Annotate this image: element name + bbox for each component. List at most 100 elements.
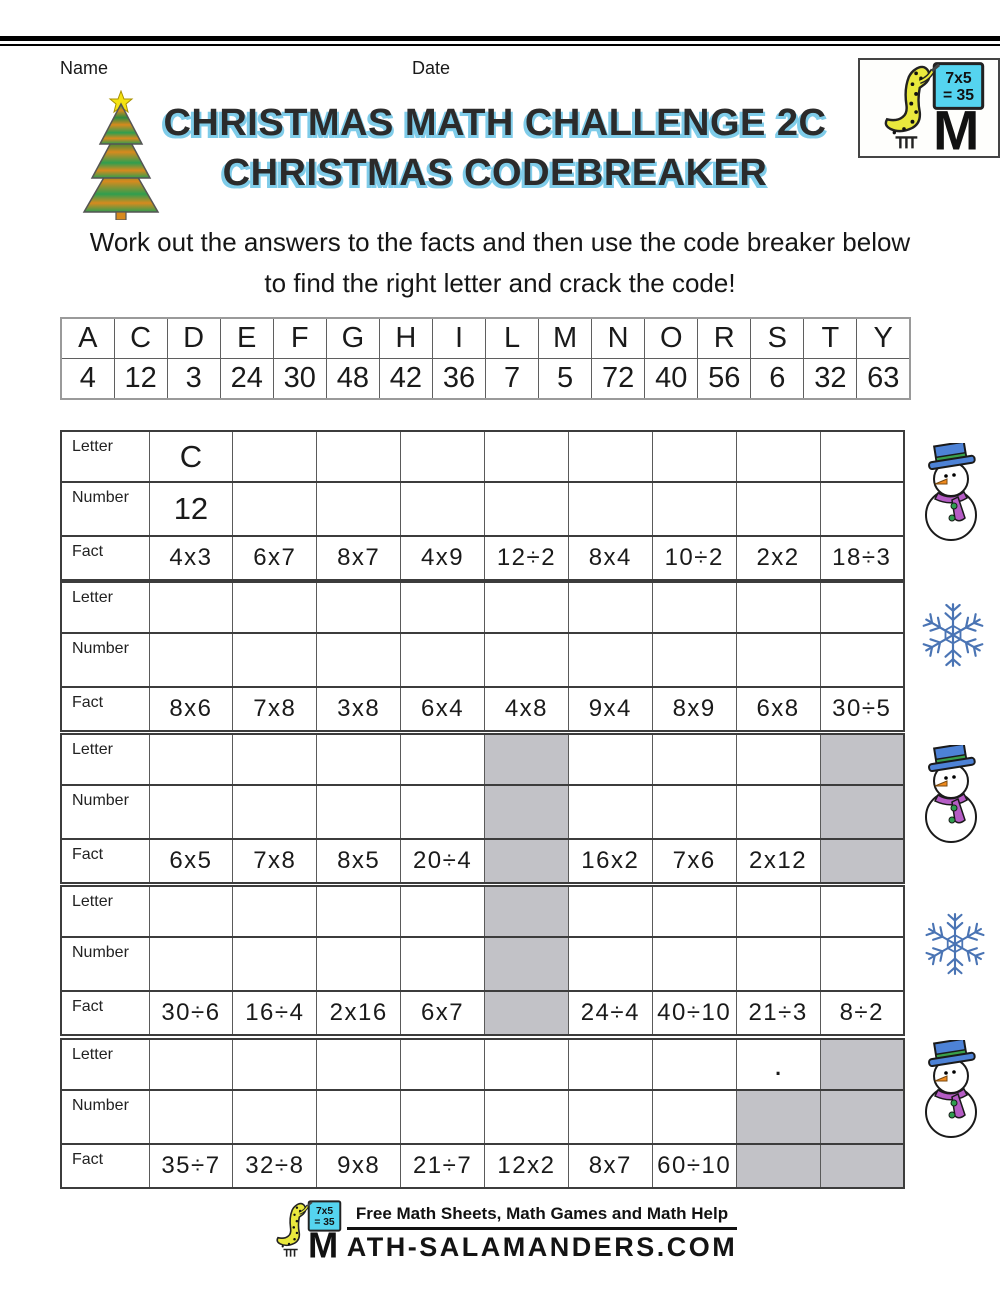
code-letter-cell: Y <box>856 317 911 359</box>
number-cell <box>567 1089 653 1145</box>
snowflake-icon <box>921 603 985 667</box>
letter-cell <box>651 1038 737 1091</box>
letter-cell <box>484 733 569 786</box>
code-number-cell: 12 <box>113 358 168 400</box>
fact-cell: 7x6 <box>651 838 737 884</box>
fact-cell: 35÷7 <box>148 1143 234 1189</box>
fact-cell: 8x9 <box>651 686 737 732</box>
number-cell <box>148 632 234 688</box>
code-number-cell: 6 <box>750 358 805 400</box>
row-label-number: Number <box>60 481 150 537</box>
code-letter-cell: N <box>591 317 646 359</box>
code-number-cell: 32 <box>803 358 858 400</box>
number-cell <box>148 936 234 992</box>
code-number-cell: 7 <box>484 358 540 400</box>
fact-cell: 8x7 <box>567 1143 653 1189</box>
letter-cell <box>651 430 737 483</box>
code-letter-cell: L <box>484 317 540 359</box>
number-cell <box>484 1089 569 1145</box>
fact-cell: 3x8 <box>316 686 402 732</box>
fact-cell <box>484 990 569 1036</box>
fact-cell: 16x2 <box>567 838 653 884</box>
svg-text:M: M <box>933 100 979 152</box>
number-cell <box>232 1089 318 1145</box>
number-cell <box>567 632 653 688</box>
letter-cell <box>232 885 318 938</box>
name-label: Name <box>60 58 109 78</box>
number-cell <box>735 632 821 688</box>
footer-divider <box>346 1227 738 1230</box>
code-number-row: 4 12 3 24 30 48 42 36 7 5 72 40 56 6 32 63 <box>60 358 911 400</box>
footer-tagline: Free Math Sheets, Math Games and Math He… <box>355 1204 729 1223</box>
number-cell <box>484 936 569 992</box>
number-cell <box>400 632 485 688</box>
fact-cell: 8x4 <box>567 535 653 581</box>
number-cell <box>651 784 737 840</box>
letter-cell <box>148 581 234 634</box>
number-cell <box>400 481 485 537</box>
letter-cell <box>567 430 653 483</box>
fact-cell: 4x8 <box>484 686 569 732</box>
letter-cell <box>316 1038 402 1091</box>
number-cell <box>735 936 821 992</box>
fact-cell <box>484 838 569 884</box>
row-label-letter: Letter <box>60 1038 150 1091</box>
fact-cell: 6x4 <box>400 686 485 732</box>
fact-cell: 32÷8 <box>232 1143 318 1189</box>
code-number-cell: 72 <box>591 358 646 400</box>
number-cell <box>651 936 737 992</box>
fact-cell: 7x8 <box>232 838 318 884</box>
row-label-fact: Fact <box>60 990 150 1036</box>
answer-table-3: Letter Number Fact 6x5 7x8 8x5 20÷4 16x2 7x6 2x12 <box>60 733 905 884</box>
number-cell <box>148 784 234 840</box>
footer-site-text: ATH-SALAMANDERS.COM <box>346 1232 738 1262</box>
snowman-icon <box>925 1040 977 1138</box>
fact-cell: 40÷10 <box>651 990 737 1036</box>
fact-cell: 16÷4 <box>232 990 318 1036</box>
fact-cell: 60÷10 <box>651 1143 737 1189</box>
svg-text:= 35: = 35 <box>943 87 974 104</box>
number-cell <box>567 481 653 537</box>
number-cell: 12 <box>148 481 234 537</box>
number-cell <box>735 1089 821 1145</box>
letter-cell <box>316 885 402 938</box>
letter-cell <box>567 1038 653 1091</box>
math-salamanders-logo: 7x5 = 35 M <box>858 58 1000 162</box>
letter-cell <box>651 733 737 786</box>
number-cell <box>484 784 569 840</box>
fact-cell: 18÷3 <box>819 535 905 581</box>
number-cell <box>567 936 653 992</box>
fact-cell: 21÷7 <box>400 1143 485 1189</box>
code-number-cell: 48 <box>325 358 380 400</box>
row-label-fact: Fact <box>60 535 150 581</box>
code-number-cell: 36 <box>431 358 487 400</box>
letter-cell <box>651 885 737 938</box>
letter-cell <box>316 581 402 634</box>
salamander-icon: 7x5 = 35 M <box>884 62 985 162</box>
number-cell <box>232 784 318 840</box>
row-label-fact: Fact <box>60 1143 150 1189</box>
letter-cell <box>484 885 569 938</box>
snowflake-icon <box>924 912 986 976</box>
code-number-cell: 40 <box>644 358 699 400</box>
letter-cell <box>735 733 821 786</box>
letter-cell <box>484 430 569 483</box>
number-cell <box>316 481 402 537</box>
code-letter-cell: O <box>644 317 699 359</box>
number-cell <box>484 481 569 537</box>
snowman-icon <box>925 443 977 541</box>
fact-cell: 6x8 <box>735 686 821 732</box>
answer-table-1: Letter C Number 12 Fact 4x3 6x7 8x7 4x9 12÷2 8x4 10… <box>60 430 905 581</box>
fact-cell: 2x12 <box>735 838 821 884</box>
code-letter-cell: F <box>272 317 327 359</box>
fact-cell <box>819 1143 905 1189</box>
letter-cell: . <box>735 1038 821 1091</box>
fact-cell: 6x7 <box>400 990 485 1036</box>
code-letter-cell: T <box>803 317 858 359</box>
code-letter-cell: D <box>166 317 221 359</box>
svg-text:7x5: 7x5 <box>316 1206 333 1217</box>
row-label-letter: Letter <box>60 733 150 786</box>
snowman-icon <box>925 745 977 843</box>
fact-cell: 9x8 <box>316 1143 402 1189</box>
